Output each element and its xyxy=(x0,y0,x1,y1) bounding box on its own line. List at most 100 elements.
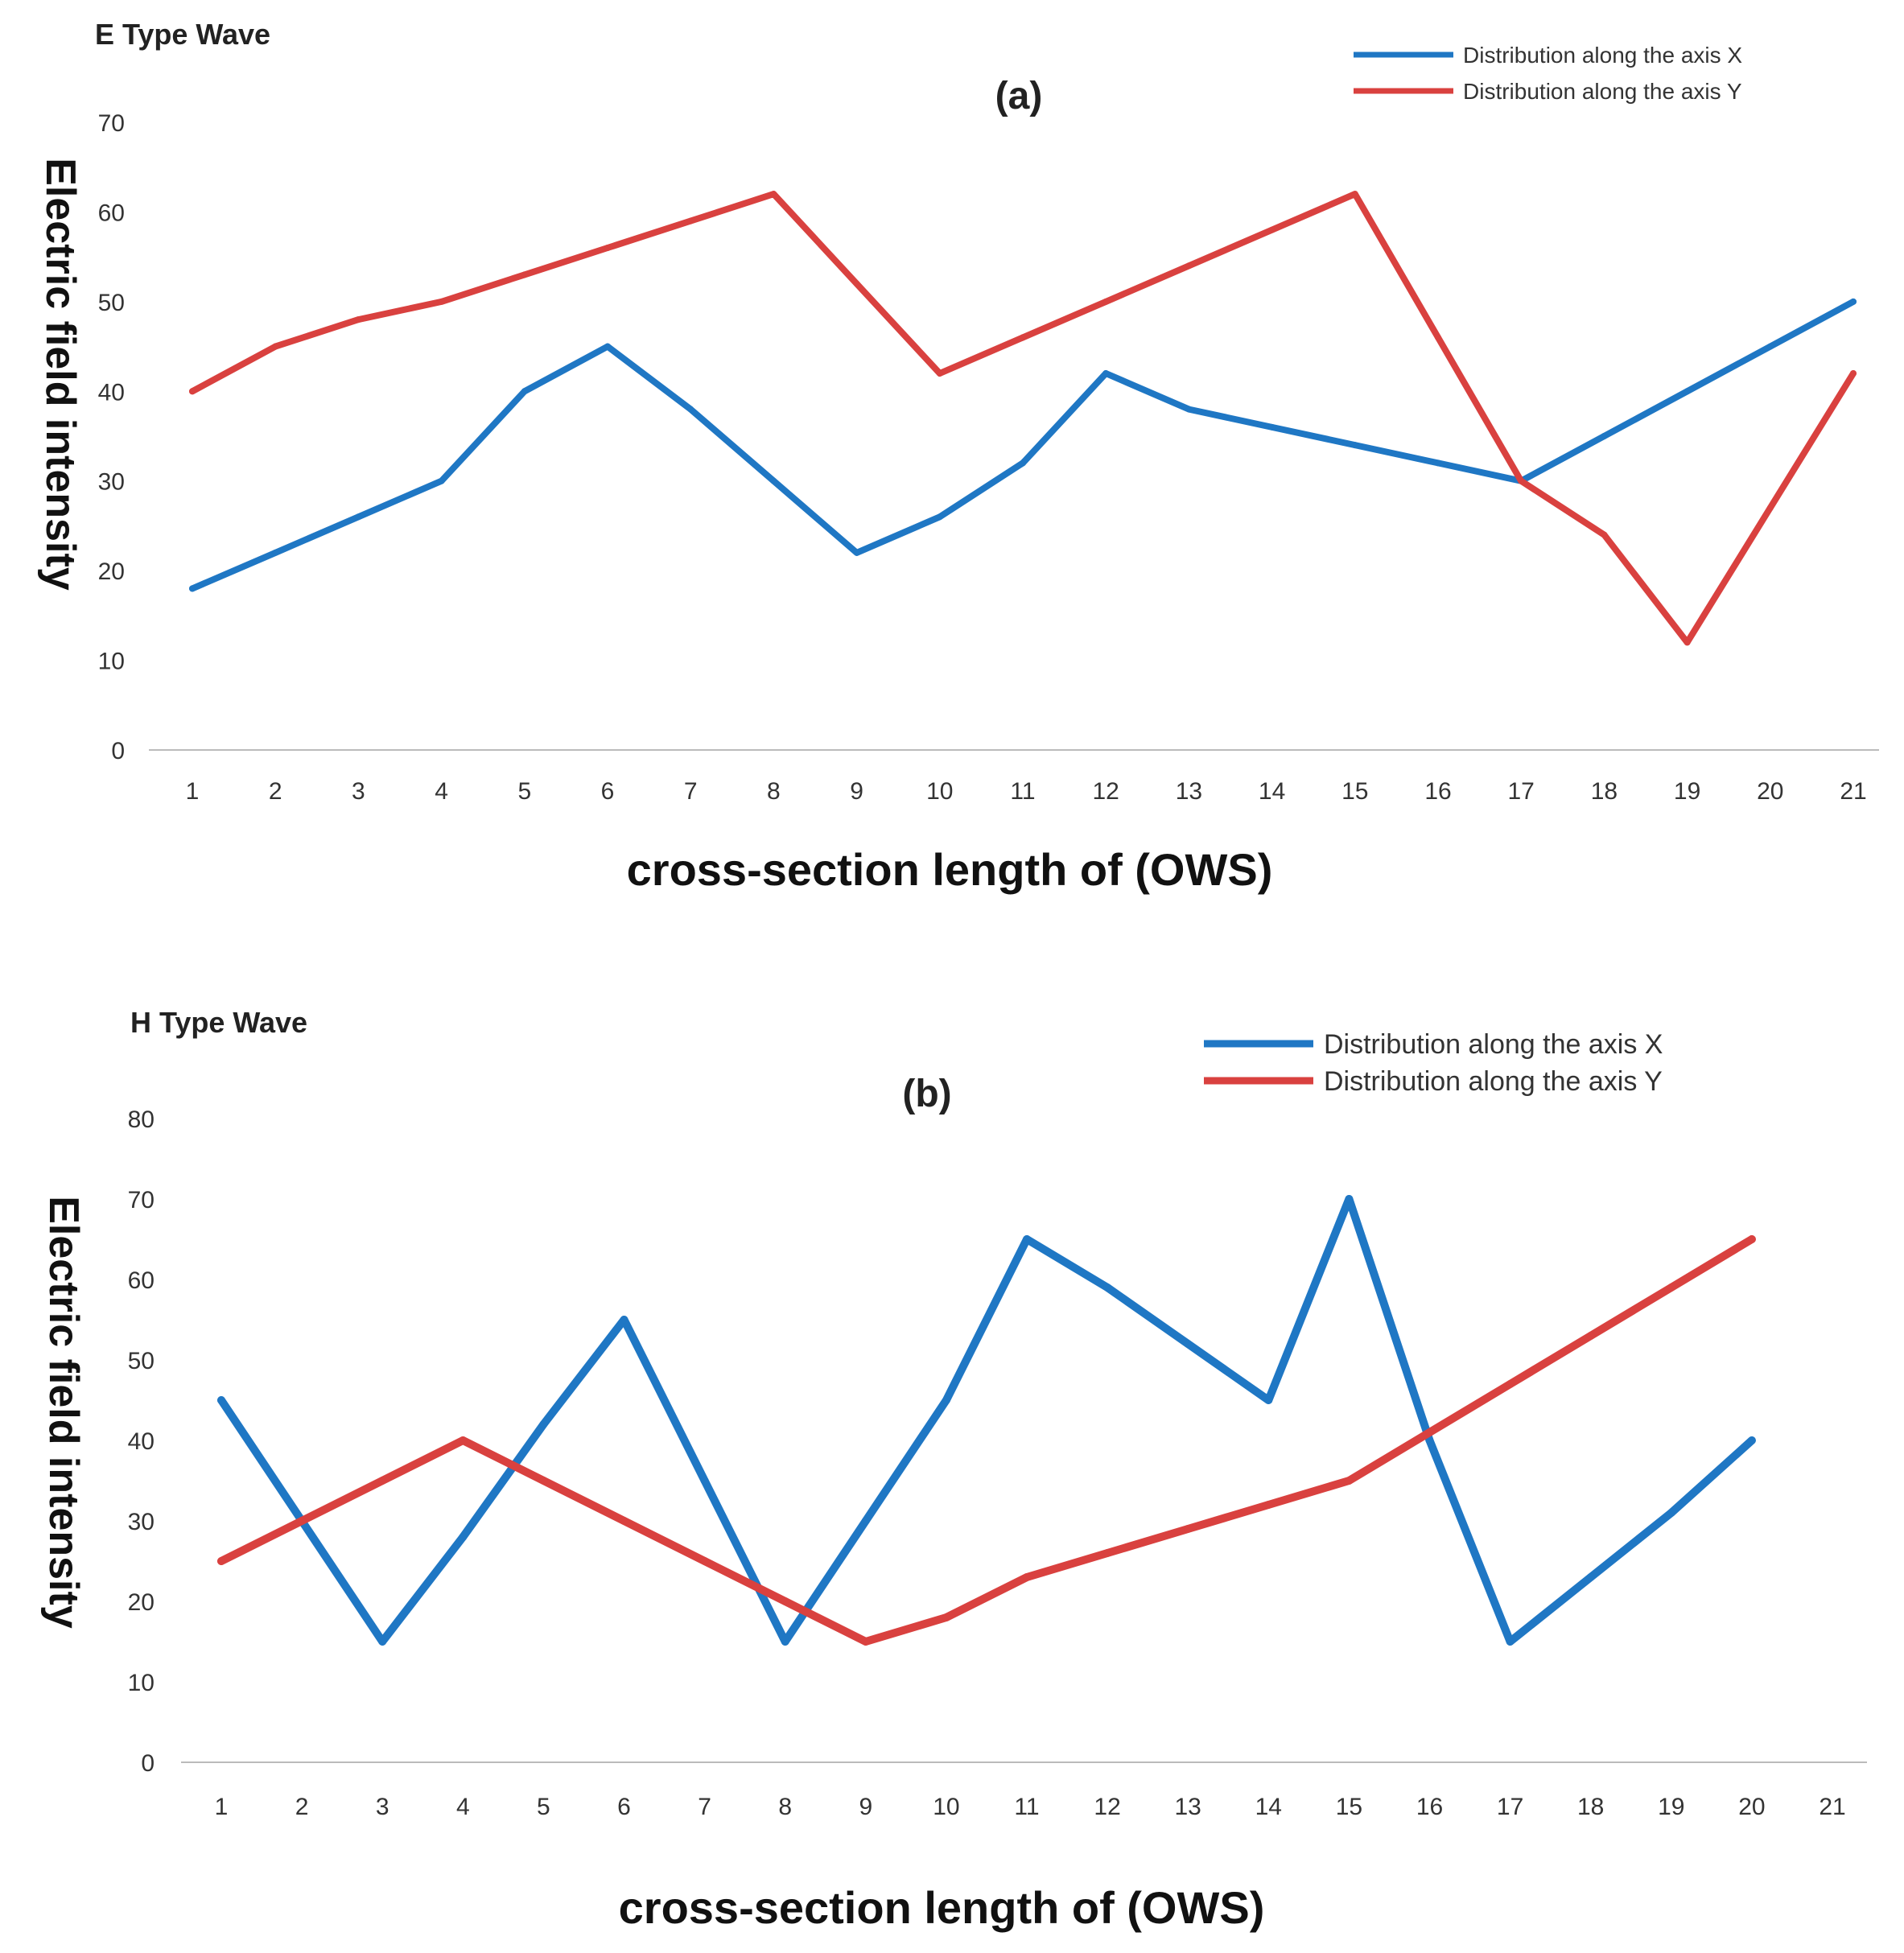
chart-a-data-point-y xyxy=(1601,531,1608,538)
chart-b-y-tick-label: 20 xyxy=(128,1589,155,1616)
chart-b-x-ticks: 1 2 3 4 5 6 7 8 9 10 11 12 13 14 15 16 17 18 19 20 21 xyxy=(215,1794,1846,1820)
chart-a-x-tick-label: 19 xyxy=(1674,778,1700,805)
chart-a-data-point-x xyxy=(1102,370,1110,377)
chart-a-panel-label: (a) xyxy=(995,75,1043,117)
chart-a-x-tick-label: 18 xyxy=(1591,778,1618,805)
chart-b-data-point-y xyxy=(539,1477,548,1485)
chart-a-data-point-x xyxy=(1850,298,1857,305)
chart-a-data-point-x xyxy=(438,477,445,484)
chart-b-data-point-x xyxy=(539,1420,548,1428)
chart-a-data-point-x xyxy=(1351,442,1358,449)
chart-a-legend-label-y: Distribution along the axis Y xyxy=(1463,79,1742,104)
chart-a-x-tick-label: 1 xyxy=(186,778,200,805)
chart-b-data-point-y xyxy=(620,1517,628,1525)
chart-b-x-tick-label: 10 xyxy=(933,1794,959,1820)
chart-a-series-line-y xyxy=(189,191,1857,646)
chart-a-x-tick-label: 11 xyxy=(1010,778,1035,805)
chart-b-data-point-x xyxy=(942,1396,950,1404)
chart-b-data-point-x xyxy=(1667,1509,1675,1517)
chart-b-y-tick-label: 50 xyxy=(128,1348,155,1374)
chart-b-x-tick-label: 21 xyxy=(1819,1794,1845,1820)
chart-a-data-point-x xyxy=(1435,459,1441,467)
chart-a-data-point-x xyxy=(604,343,611,350)
chart-b-data-point-x xyxy=(1023,1235,1031,1243)
chart-b-data-point-x xyxy=(700,1477,709,1485)
chart-a-data-point-y xyxy=(1766,505,1774,512)
chart-b-x-tick-label: 18 xyxy=(1577,1794,1604,1820)
chart-a-legend-label-x: Distribution along the axis X xyxy=(1463,43,1742,68)
chart-a-data-point-y xyxy=(1684,639,1691,646)
chart-b-y-tick-label: 0 xyxy=(141,1750,155,1777)
chart-a: E Type Wave (a) Electric field intensity… xyxy=(37,18,1879,895)
chart-b-data-point-x xyxy=(459,1533,468,1541)
chart-b-series-line-x xyxy=(217,1195,1756,1646)
chart-b-data-point-y xyxy=(1586,1332,1595,1340)
chart-b-data-point-x xyxy=(1264,1396,1273,1404)
chart-a-title: E Type Wave xyxy=(95,18,270,51)
chart-a-y-tick-label: 30 xyxy=(98,469,125,496)
chart-a-x-tick-label: 14 xyxy=(1259,778,1285,805)
chart-a-data-point-x xyxy=(189,585,196,592)
chart-a-data-point-x xyxy=(1268,423,1276,431)
chart-b-data-point-x xyxy=(1425,1436,1434,1444)
chart-a-y-tick-label: 10 xyxy=(98,649,125,675)
chart-a-x-ticks: 1 2 3 4 5 6 7 8 9 10 11 12 13 14 15 16 17 18 19 20 21 xyxy=(186,778,1867,805)
chart-a-data-point-y xyxy=(770,191,777,198)
chart-b-data-point-y xyxy=(1184,1525,1193,1533)
chart-a-series xyxy=(189,191,1857,646)
chart-b-y-tick-label: 80 xyxy=(128,1106,155,1133)
chart-a-y-tick-label: 0 xyxy=(111,738,125,764)
chart-a-y-tick-label: 50 xyxy=(98,290,125,316)
chart-b-legend: Distribution along the axis X Distributi… xyxy=(1204,1029,1663,1097)
chart-b-x-tick-label: 8 xyxy=(778,1794,792,1820)
chart-b-y-tick-label: 40 xyxy=(128,1428,155,1455)
chart-b-data-point-x xyxy=(1184,1340,1193,1348)
chart-a-x-tick-label: 20 xyxy=(1757,778,1783,805)
chart-a-data-point-x xyxy=(1185,406,1193,413)
chart-b-data-point-x xyxy=(378,1638,387,1646)
chart-b-data-point-x xyxy=(1506,1638,1515,1646)
chart-a-data-point-y xyxy=(853,280,860,287)
chart-a-x-tick-label: 6 xyxy=(601,778,615,805)
chart-a-data-point-x xyxy=(1684,388,1691,395)
chart-b-ylabel: Electric field intensity xyxy=(40,1196,87,1629)
chart-a-data-point-x xyxy=(355,513,362,521)
chart-b: H Type Wave (b) Electric field intensity… xyxy=(40,1006,1867,1933)
chart-a-data-point-x xyxy=(853,549,860,556)
chart-b-data-point-y xyxy=(1345,1477,1354,1485)
chart-b-x-tick-label: 4 xyxy=(456,1794,470,1820)
chart-b-data-point-y xyxy=(700,1557,709,1565)
chart-b-series xyxy=(217,1195,1756,1646)
chart-a-data-point-x xyxy=(936,513,943,521)
chart-a-data-point-y xyxy=(687,217,694,225)
chart-a-x-tick-label: 5 xyxy=(517,778,531,805)
chart-b-data-point-x xyxy=(1103,1283,1112,1292)
chart-a-data-point-y xyxy=(1850,370,1857,377)
chart-b-x-tick-label: 1 xyxy=(215,1794,229,1820)
chart-b-y-ticks: 0 10 20 30 40 50 60 70 80 xyxy=(128,1106,155,1777)
chart-a-data-point-x xyxy=(521,388,528,395)
chart-b-data-point-y xyxy=(861,1638,870,1646)
chart-a-x-tick-label: 21 xyxy=(1840,778,1866,805)
chart-a-y-tick-label: 60 xyxy=(98,200,125,226)
chart-b-data-point-y xyxy=(378,1477,387,1485)
chart-a-x-tick-label: 13 xyxy=(1176,778,1202,805)
chart-b-x-tick-label: 12 xyxy=(1094,1794,1120,1820)
chart-b-title: H Type Wave xyxy=(130,1006,307,1039)
chart-a-x-tick-label: 2 xyxy=(269,778,282,805)
chart-a-data-point-x xyxy=(1601,433,1608,439)
chart-b-data-point-y xyxy=(459,1436,468,1444)
chart-b-x-tick-label: 16 xyxy=(1416,1794,1443,1820)
chart-b-data-point-x xyxy=(781,1638,789,1646)
chart-b-x-tick-label: 2 xyxy=(295,1794,309,1820)
chart-b-data-point-y xyxy=(1747,1235,1756,1243)
chart-b-x-tick-label: 6 xyxy=(617,1794,631,1820)
chart-b-data-point-x xyxy=(861,1517,870,1525)
chart-a-data-point-y xyxy=(1102,298,1110,305)
chart-a-x-tick-label: 3 xyxy=(352,778,365,805)
chart-b-y-tick-label: 30 xyxy=(128,1509,155,1535)
chart-b-x-tick-label: 11 xyxy=(1014,1794,1039,1820)
chart-a-x-tick-label: 10 xyxy=(926,778,953,805)
chart-b-data-point-x xyxy=(620,1316,628,1324)
chart-b-y-tick-label: 60 xyxy=(128,1267,155,1294)
